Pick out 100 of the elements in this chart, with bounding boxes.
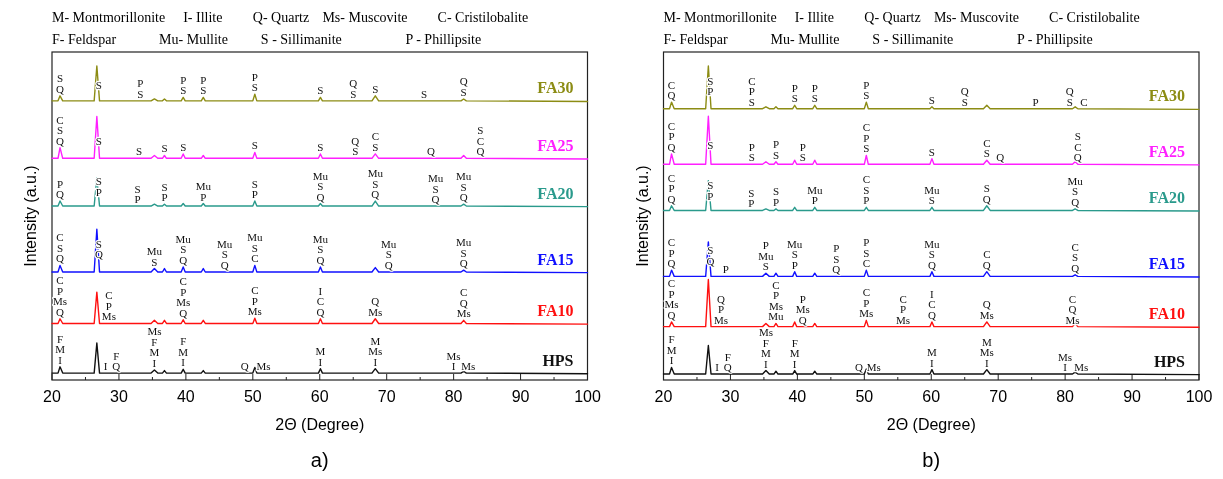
x-tick-label: 50 — [855, 388, 874, 405]
annotation: Q S — [351, 134, 360, 158]
annotation: Mu S Q — [427, 172, 444, 206]
x-tick-label: 90 — [1123, 388, 1142, 405]
annotation: M I — [315, 345, 326, 368]
y-axis-title: Intensity (a.u.) — [22, 165, 39, 267]
annotation: P S — [748, 140, 755, 164]
annotation: S — [180, 140, 187, 153]
annotation: C S P — [862, 173, 870, 207]
annotation: P — [1032, 95, 1039, 108]
annotation: Mu S Q — [456, 236, 472, 270]
annotation: C P Q — [667, 119, 676, 153]
annotation: P S — [863, 78, 870, 102]
annotation: I C Q — [927, 287, 936, 321]
annotation: Ms I — [446, 349, 461, 373]
text: P - Phillipsite — [1016, 32, 1093, 47]
annotation: Mu S P — [787, 237, 803, 271]
x-tick-label: 100 — [1185, 388, 1213, 405]
text: F- Feldspar — [52, 32, 117, 47]
annotation: S — [707, 139, 714, 152]
series-label: FA25 — [1148, 142, 1185, 160]
annotation: Mu S Q — [312, 169, 329, 203]
annotation: C P Ms — [896, 292, 911, 326]
annotation: Q S — [349, 77, 358, 100]
annotation: Mu S Q — [367, 167, 384, 201]
text: S - Sillimanite — [872, 32, 954, 47]
annotation: Mu S Q — [381, 237, 397, 271]
annotation: Ms — [461, 360, 476, 373]
annotation: Mu S — [924, 183, 941, 207]
x-tick-label: 40 — [788, 388, 807, 405]
annotation: C S — [371, 130, 379, 153]
annotation: C P Ms — [101, 289, 116, 323]
annotation: F Q — [112, 349, 121, 373]
x-tick-label: 20 — [43, 388, 61, 405]
annotation: C S Q — [56, 231, 65, 265]
annotation: Mu S Q — [175, 232, 192, 266]
annotation: C Q Ms — [456, 286, 471, 320]
annotation: F M I — [55, 332, 66, 366]
annotation: Ms — [1074, 361, 1089, 374]
annotation: S P — [748, 186, 755, 210]
x-tick-label: 80 — [1056, 388, 1075, 405]
series-label: FA20 — [1148, 189, 1185, 207]
annotation: P S — [180, 73, 187, 97]
annotation: F Q — [723, 350, 732, 374]
annotation: Ms — [866, 361, 881, 374]
annotation: Q S — [1065, 85, 1074, 108]
series-label: HPS — [1153, 352, 1186, 370]
annotation: Q P Ms — [714, 292, 729, 326]
annotation: C P Ms — [247, 284, 262, 318]
series-label: FA15 — [1148, 255, 1185, 273]
text: M- Montmorillonite — [52, 10, 166, 25]
annotation: C P Q — [667, 236, 676, 270]
annotation: C P Q — [667, 171, 676, 205]
annotation: P — [722, 263, 729, 276]
text: S - Sillimanite — [260, 32, 342, 47]
annotation: S P — [707, 179, 714, 202]
annotation: C P Ms Mu — [768, 278, 785, 323]
x-tick-label: 80 — [444, 388, 463, 405]
annotation: F M I — [666, 333, 677, 367]
annotation: Q Ms — [368, 295, 383, 318]
series-label: FA20 — [537, 184, 574, 202]
text: I- Illite — [183, 10, 223, 25]
annotation: P S — [251, 70, 258, 94]
annotation: S C Q — [476, 124, 485, 158]
x-tick-label: 50 — [243, 388, 262, 405]
annotation: Mu S Q — [456, 170, 472, 204]
annotation: Q — [854, 361, 863, 374]
annotation: C P Ms — [859, 286, 874, 320]
annotation: P S Q — [832, 242, 841, 276]
annotation: Mu S C — [247, 231, 263, 265]
annotation: C — [1080, 95, 1088, 108]
series-label: FA25 — [537, 136, 574, 154]
series-label: FA15 — [537, 250, 574, 268]
x-tick-label: 70 — [989, 388, 1008, 405]
annotation: Mu P — [807, 183, 823, 207]
text: Mu- Mullite — [159, 32, 228, 47]
x-tick-label: 20 — [654, 388, 673, 405]
x-axis-title: 2Θ (Degree) — [886, 416, 976, 433]
annotation: P S — [799, 140, 806, 164]
x-tick-label: 40 — [176, 388, 195, 405]
annotation: C P Ms Q — [53, 274, 68, 318]
annotation: S Q — [982, 182, 991, 205]
series-label: HPS — [542, 351, 574, 369]
x-tick-label: 60 — [922, 388, 941, 405]
annotation: S — [95, 134, 102, 147]
annotation: I C Q — [316, 284, 325, 318]
annotation: S Q — [56, 72, 65, 95]
annotation: P S C — [862, 236, 870, 270]
annotation: F M I — [789, 336, 800, 370]
x-tick-label: 90 — [511, 388, 530, 405]
annotation: C P S — [862, 121, 870, 155]
x-tick-label: 30 — [721, 388, 740, 405]
annotation: Q Ms — [979, 298, 994, 321]
annotation: P S — [200, 73, 207, 97]
annotation: P S — [811, 81, 818, 105]
y-axis-title: Intensity (a.u.) — [633, 165, 651, 267]
x-tick-label: 30 — [110, 388, 128, 405]
series-label: FA10 — [537, 302, 574, 320]
series-label: FA30 — [537, 79, 574, 97]
annotation: C P S — [748, 74, 756, 108]
